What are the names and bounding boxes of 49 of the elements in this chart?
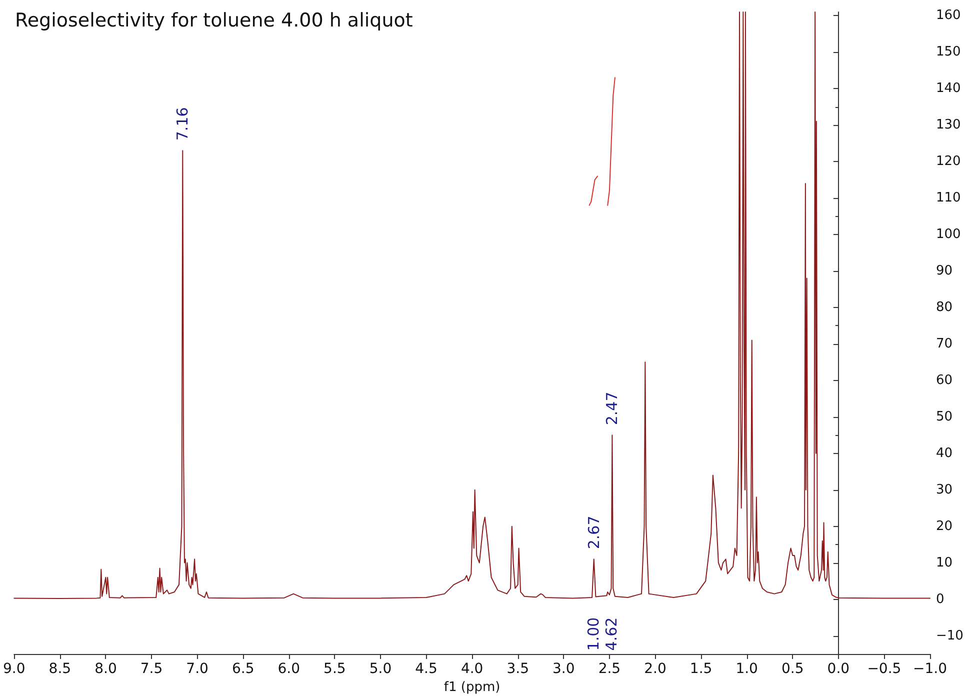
x-tick-label: 0.0 <box>827 661 850 677</box>
line-series <box>588 176 598 206</box>
line-series <box>14 12 930 600</box>
y-tick-label: 80 <box>936 300 953 315</box>
y-tick-label: 130 <box>936 118 961 133</box>
annotation: 4.62 <box>602 617 620 651</box>
x-tick-label: 2.5 <box>598 661 621 677</box>
x-tick-label: 3.5 <box>506 661 529 677</box>
x-axis-title: f1 (ppm) <box>444 680 500 695</box>
y-tick-label: 60 <box>936 372 953 388</box>
y-tick-label: 30 <box>936 482 953 498</box>
y-tick-label: 10 <box>936 555 953 570</box>
annotation: 2.67 <box>584 516 603 550</box>
x-tick-label: 3.0 <box>552 661 575 677</box>
x-tick-label: 8.5 <box>48 661 72 677</box>
x-tick-label: 6.5 <box>232 661 254 677</box>
y-tick-label: −10 <box>936 628 964 644</box>
y-tick-label: 110 <box>936 190 961 206</box>
annotation: 1.00 <box>584 617 602 651</box>
y-tick-label: 0 <box>936 592 944 607</box>
x-tick-label: −1.0 <box>913 661 947 677</box>
x-tick-label: 1.5 <box>690 661 712 677</box>
y-tick-label: 90 <box>936 263 953 278</box>
x-tick-label: 4.0 <box>460 661 484 677</box>
x-tick-label: 6.0 <box>278 661 300 677</box>
x-tick-label: 9.0 <box>3 661 26 677</box>
y-tick-label: 160 <box>936 8 961 24</box>
y-tick-label: 20 <box>936 518 953 534</box>
x-tick-label: 8.0 <box>94 661 117 677</box>
x-tick-label: 0.5 <box>781 661 804 677</box>
y-tick-label: 120 <box>936 154 961 170</box>
x-tick-label: 2.0 <box>644 661 666 677</box>
x-tick-label: 7.0 <box>186 661 208 677</box>
y-tick-label: 150 <box>936 44 961 60</box>
x-tick-label: 5.0 <box>369 661 392 677</box>
line-series <box>607 77 616 206</box>
y-tick-label: 50 <box>936 409 953 424</box>
y-tick-label: 140 <box>936 81 961 96</box>
y-tick-label: 70 <box>936 336 953 352</box>
annotation: 7.16 <box>174 107 192 141</box>
annotation: 2.47 <box>603 392 622 426</box>
x-tick-label: 4.5 <box>415 661 438 677</box>
x-tick-label: 5.5 <box>324 661 346 677</box>
chart-title: Regioselectivity for toluene 4.00 h aliquot <box>15 10 413 32</box>
y-tick-label: 100 <box>936 227 961 242</box>
y-tick-label: 40 <box>936 446 953 461</box>
x-tick-label: −0.5 <box>867 661 902 677</box>
x-tick-label: 1.0 <box>736 661 758 677</box>
x-tick-label: 7.5 <box>140 661 163 677</box>
